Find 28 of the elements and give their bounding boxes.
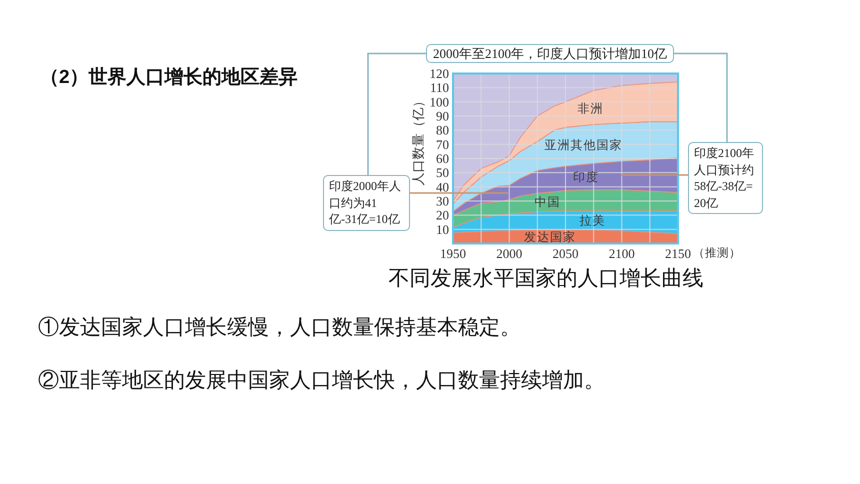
y-tick-label: 70	[436, 136, 449, 152]
y-tick-label: 80	[436, 122, 449, 138]
series-label: 非洲	[577, 101, 604, 116]
text: 印度2100年人口预计约58亿-38亿=20亿	[688, 142, 763, 214]
x-tick-label: 2000	[496, 246, 522, 261]
text: 印度2000年人口约为41亿-31亿=10亿	[323, 175, 410, 230]
y-tick-label: 10	[436, 222, 449, 237]
x-tick-label: 2050	[552, 246, 578, 261]
y-tick-label: 90	[436, 108, 449, 124]
x-tick-label: 2150	[665, 246, 691, 261]
y-tick-label: 20	[436, 208, 449, 223]
y-tick-label: 120	[430, 66, 449, 81]
text: 不同发展水平国家的人口增长曲线	[388, 266, 704, 292]
text: 2000年至2100年，印度人口预计增加10亿	[426, 44, 674, 63]
y-tick-label: 100	[430, 94, 449, 110]
y-tick-label: 40	[436, 179, 449, 194]
y-tick-label: 30	[436, 194, 449, 208]
text: （2）世界人口增长的地区差异	[40, 67, 298, 89]
text: ②亚非等地区的发展中国家人口增长快，人口数量持续增加。	[38, 368, 605, 394]
text: ①发达国家人口增长缓慢，人口数量保持基本稳定。	[38, 315, 521, 341]
y-axis-title: 人口数量（亿）	[410, 94, 426, 186]
series-label: 亚洲其他国家	[544, 138, 622, 152]
y-tick-label: 50	[436, 165, 449, 180]
y-tick-label: 60	[436, 151, 449, 166]
x-tick-label: 2100	[608, 246, 635, 261]
x-axis-title: （推测）	[693, 246, 741, 260]
x-tick-label: 1950	[440, 246, 466, 261]
y-tick-label: 110	[430, 80, 449, 96]
